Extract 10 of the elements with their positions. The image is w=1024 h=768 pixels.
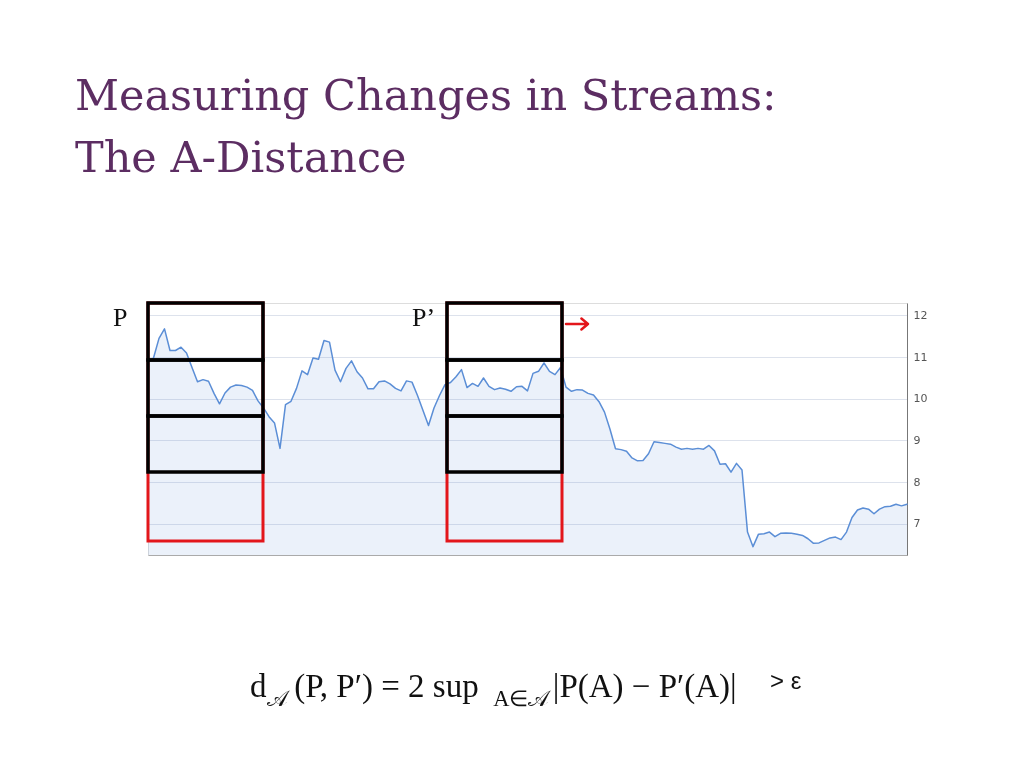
y-tick-label: 10 (913, 392, 928, 406)
text: P (113, 303, 128, 332)
y-tick-label: 8 (913, 475, 921, 489)
text: > ε (770, 667, 802, 694)
y-tick-label: 12 (913, 309, 928, 322)
chart-title: Measuring Changes in Streams: The A-Distance (75, 70, 777, 182)
y-tick-label: 11 (913, 350, 928, 364)
y-tick-label: 9 (913, 433, 921, 447)
annotation: P’ (412, 303, 436, 332)
y-tick-label: 7 (913, 517, 921, 531)
